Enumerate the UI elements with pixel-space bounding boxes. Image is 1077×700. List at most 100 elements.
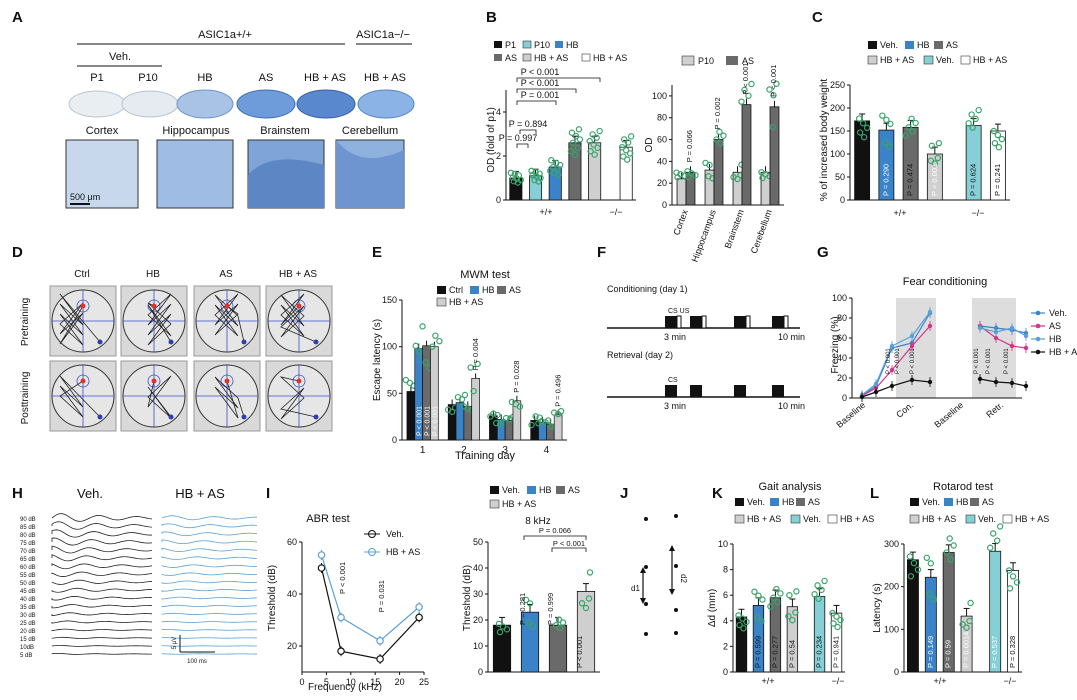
geno-k-ko: −/− bbox=[831, 676, 844, 686]
L-y-tick-label: 300 bbox=[884, 539, 899, 549]
I_line-x-tick-label: 0 bbox=[299, 677, 304, 687]
B_right-y-tick-label: 60 bbox=[657, 135, 667, 145]
abr-db-label: 75 dB bbox=[20, 541, 36, 547]
B_right-pval: P = 0.002 bbox=[713, 97, 722, 129]
I_bar-pval: P < 0.001 bbox=[553, 539, 585, 548]
I_line-series bbox=[322, 568, 420, 659]
legend-hb: HB bbox=[566, 40, 579, 50]
I_line-x-tick-label: 25 bbox=[419, 677, 429, 687]
C-data-point bbox=[888, 121, 893, 126]
E-bar bbox=[554, 415, 562, 440]
B_left-y-tick-label: 0 bbox=[496, 195, 501, 205]
L-data-point bbox=[928, 561, 933, 566]
panel-k-title: Gait analysis bbox=[759, 481, 822, 493]
B_right-data-point bbox=[739, 99, 744, 104]
abr-trace-veh bbox=[52, 588, 152, 592]
legend-l-hbas: HB + AS bbox=[922, 514, 956, 524]
K-data-point bbox=[774, 586, 779, 591]
legend-hbas-ko: HB + AS bbox=[593, 53, 627, 63]
I_line-point bbox=[338, 614, 344, 620]
start-marker bbox=[242, 415, 247, 420]
d-col-hb: HB bbox=[146, 269, 160, 280]
legend-p1: P1 bbox=[505, 40, 516, 50]
f-cs-label: CS bbox=[668, 377, 678, 384]
legend-e-as: AS bbox=[509, 285, 521, 295]
E-y-tick-label: 50 bbox=[387, 388, 397, 398]
C-data-point bbox=[969, 112, 974, 117]
B_right-y-tick-label: 80 bbox=[657, 113, 667, 123]
G-pval: P < 0.001 bbox=[886, 348, 892, 374]
K-data-point bbox=[760, 597, 765, 602]
geno-k-wt: +/+ bbox=[761, 676, 774, 686]
panel-i-line-legend: Veh. HB + AS bbox=[364, 529, 420, 557]
abr-trace-hbas bbox=[162, 532, 257, 536]
K-data-point bbox=[822, 578, 827, 583]
abr-trace-veh bbox=[52, 621, 152, 623]
legend-l-veh-ko: Veh. bbox=[978, 514, 996, 524]
abr-trace-veh bbox=[52, 546, 152, 553]
B_right-data-point bbox=[721, 133, 726, 138]
K-y-tick-label: 0 bbox=[723, 667, 728, 677]
I_bar-pval: P = 0.999 bbox=[546, 593, 555, 625]
I_line-pval: P = 0.031 bbox=[377, 580, 386, 612]
geno-c-ko: −/− bbox=[971, 208, 984, 218]
region-label-hippocampus: Hippocampus bbox=[162, 125, 230, 137]
L-y-tick-label: 200 bbox=[884, 582, 899, 592]
L-bar-pval: P = 0.537 bbox=[990, 636, 999, 668]
C-y-tick-label: 0 bbox=[840, 195, 845, 205]
geno-b-ko: −/− bbox=[609, 207, 622, 217]
L-bar-pval: P = 0.328 bbox=[1008, 636, 1017, 668]
geno-l-ko: −/− bbox=[1003, 676, 1016, 686]
f-t10-day1: 10 min bbox=[778, 332, 805, 342]
start-marker bbox=[98, 340, 103, 345]
pval-b-4: P = 0.894 bbox=[509, 119, 548, 129]
I_line-point bbox=[318, 552, 324, 558]
abr-trace-hbas bbox=[162, 597, 257, 599]
G-x-tick-label: Retr. bbox=[984, 400, 1005, 420]
legend-c-hbas-ko: HB + AS bbox=[973, 55, 1007, 65]
B_left-data-point bbox=[597, 128, 602, 133]
h-hbas-label: HB + AS bbox=[175, 486, 225, 501]
I_bar-y-tick-label: 0 bbox=[478, 667, 483, 677]
L-data-point bbox=[924, 555, 929, 560]
panel-j: d1 d2 bbox=[631, 514, 688, 636]
panel-letter-l: L bbox=[870, 485, 879, 502]
I_line-x-tick-label: 20 bbox=[395, 677, 405, 687]
E-data-point bbox=[413, 343, 418, 348]
region-micrographs bbox=[66, 140, 404, 208]
panel-k-legend: Veh. HB AS HB + AS Veh. HB + AS bbox=[735, 497, 874, 524]
E-bar-pval: P < 0.001 bbox=[432, 406, 439, 436]
panel-a: ASIC1a+/+ ASIC1a−/− Veh. P1 P10 HB AS HB… bbox=[66, 29, 414, 208]
K-data-point bbox=[812, 592, 817, 597]
E-bar bbox=[531, 420, 539, 440]
K-y-tick-label: 6 bbox=[723, 590, 728, 600]
abr-trace-hbas bbox=[162, 540, 257, 544]
abr-db-label: 30 dB bbox=[20, 613, 36, 619]
I_line-point bbox=[377, 638, 383, 644]
legend-l-as: AS bbox=[982, 497, 994, 507]
pval-b-5: P = 0.997 bbox=[499, 133, 538, 143]
legend-k-hb: HB bbox=[782, 497, 795, 507]
G-pval: P < 0.001 bbox=[1004, 348, 1010, 374]
B_right-x-tick-label: Brainstem bbox=[723, 208, 746, 249]
end-marker bbox=[225, 379, 230, 384]
d-col-as: AS bbox=[219, 269, 233, 280]
legend-i-bar-hb: HB bbox=[539, 485, 552, 495]
legend-l-hb: HB bbox=[956, 497, 969, 507]
panel-g: Fear conditioning Freezing (%) 020406080… bbox=[830, 276, 1077, 430]
I_bar-pval: P = 0.281 bbox=[518, 593, 527, 625]
panel-i-title: ABR test bbox=[306, 513, 349, 525]
I_line-point bbox=[416, 614, 422, 620]
C-data-point bbox=[976, 108, 981, 113]
B_left-y-tick-label: 2 bbox=[496, 151, 501, 161]
legend-hbas: HB + AS bbox=[534, 53, 568, 63]
G-y-tick-label: 0 bbox=[842, 393, 847, 403]
end-marker bbox=[81, 304, 86, 309]
panel-e-ylabel: Escape latency (s) bbox=[372, 319, 383, 401]
f-t3-day1: 3 min bbox=[664, 332, 686, 342]
legend-c-veh-ko: Veh. bbox=[936, 55, 954, 65]
G-y-tick-label: 20 bbox=[837, 373, 847, 383]
